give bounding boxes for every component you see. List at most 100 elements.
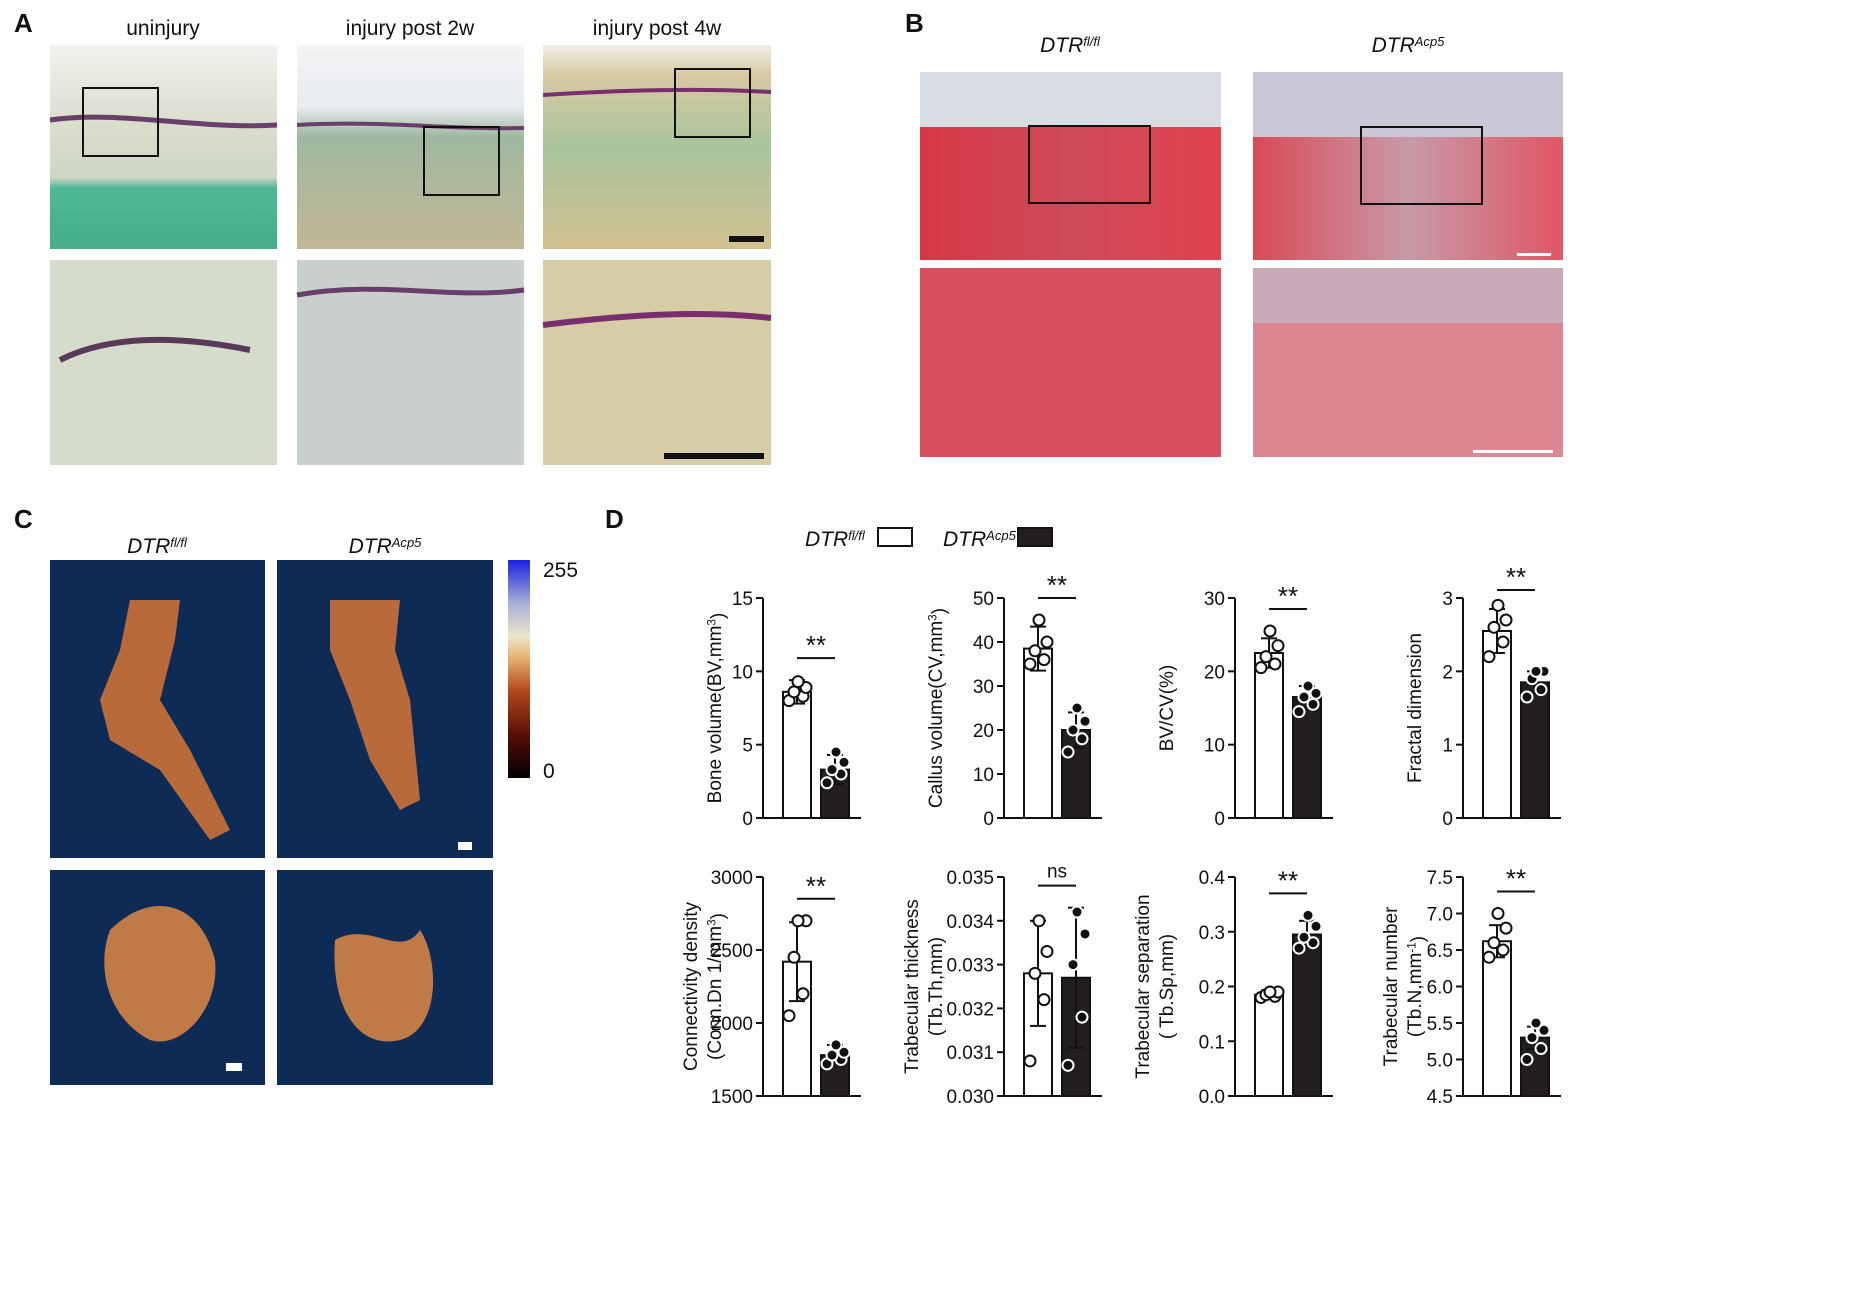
- scale-bar: [458, 842, 472, 850]
- text-segment: (Tb.N,mm: [1405, 953, 1426, 1037]
- y-tick-label: 2: [1442, 662, 1453, 683]
- y-tick-label: 0.030: [946, 1087, 994, 1108]
- text-segment: fl/fl: [170, 535, 188, 550]
- micrograph: [543, 260, 771, 465]
- y-tick-label: 10: [1204, 736, 1225, 757]
- data-point: [1292, 941, 1306, 955]
- y-tick-label: 0: [742, 809, 753, 830]
- text-segment: DTR: [1372, 34, 1415, 57]
- text-segment: Fractal dimension: [1405, 633, 1426, 783]
- micrograph-region: [1253, 268, 1563, 323]
- column-title: injury post 4w: [593, 17, 722, 40]
- y-tick-label: 4.5: [1427, 1087, 1453, 1108]
- text-segment: ): [708, 913, 729, 919]
- y-tick-label: 3000: [711, 868, 753, 889]
- scale-bar: [729, 236, 764, 242]
- zoom-box: [82, 87, 159, 157]
- data-point: [1032, 613, 1046, 627]
- data-point: [1534, 683, 1548, 697]
- bar: [1254, 993, 1284, 1098]
- bone: [330, 600, 420, 810]
- y-axis-label: ( Tb.Sp,mm): [1157, 934, 1178, 1039]
- data-point: [1066, 723, 1080, 737]
- tissue-edge: [542, 311, 772, 328]
- y-tick-label: 10: [732, 662, 753, 683]
- panel-letter: B: [905, 8, 924, 38]
- y-tick-label: 50: [973, 589, 994, 610]
- y-tick-label: 0.2: [1199, 978, 1225, 999]
- y-tick-label: 2000: [711, 1014, 753, 1035]
- data-point: [1040, 635, 1054, 649]
- data-point: [1496, 635, 1510, 649]
- bar: [1254, 652, 1284, 819]
- y-tick-label: 6.0: [1427, 978, 1453, 999]
- data-point: [1534, 1042, 1548, 1056]
- panel-c-images: [50, 560, 530, 1085]
- data-point: [1537, 1023, 1551, 1037]
- data-point: [825, 763, 839, 777]
- y-tick-label: 20: [1204, 662, 1225, 683]
- y-tick-label: 15: [732, 589, 753, 610]
- y-tick-label: 6.5: [1427, 941, 1453, 962]
- y-tick-label: 3: [1442, 589, 1453, 610]
- text-segment: Trabecular thickness: [902, 899, 923, 1074]
- data-point: [1482, 650, 1496, 664]
- y-axis-label: BV/CV(%): [1157, 665, 1178, 752]
- panel-letter: A: [14, 8, 33, 38]
- scale-bar: [1517, 253, 1551, 256]
- text-segment: fl/fl: [848, 528, 866, 543]
- zoom-box: [1360, 126, 1483, 205]
- colorbar: [508, 560, 530, 778]
- text-segment: BV/CV(%): [1157, 665, 1178, 752]
- data-point: [1075, 1010, 1089, 1024]
- y-tick-label: 0.033: [946, 956, 994, 977]
- text-segment: ( Tb.Sp,mm): [1157, 934, 1178, 1039]
- text-segment: 3: [706, 619, 719, 626]
- y-tick-label: 0: [1214, 809, 1225, 830]
- y-axis-label: (Tb.N,mm-1): [1405, 936, 1429, 1037]
- text-segment: ): [1408, 936, 1429, 942]
- text-segment: DTR: [805, 528, 848, 551]
- data-point: [1263, 985, 1277, 999]
- bone: [334, 930, 434, 1042]
- text-segment: Callus volume(CV,mm: [926, 621, 947, 808]
- bar: [782, 690, 812, 819]
- data-point: [1070, 905, 1084, 919]
- legend-label: DTRfl/fl: [805, 528, 866, 551]
- data-point: [1028, 644, 1042, 658]
- y-tick-label: 5.0: [1427, 1051, 1453, 1072]
- panel-letter: D: [605, 504, 624, 534]
- data-point: [1525, 1031, 1539, 1045]
- text-segment: Acp5: [391, 535, 422, 550]
- panel-b-images: [920, 72, 1563, 457]
- column-title: injury post 2w: [346, 17, 475, 40]
- y-tick-label: 0.4: [1199, 868, 1226, 889]
- data-point: [837, 1045, 851, 1059]
- y-tick-label: 0.035: [946, 868, 994, 889]
- y-tick-label: 0.031: [946, 1043, 994, 1064]
- text-segment: (Conn.Dn 1/mm: [705, 926, 726, 1060]
- y-tick-label: 1500: [711, 1087, 753, 1108]
- significance-label: **: [1506, 864, 1526, 894]
- text-segment: -1: [1406, 942, 1419, 952]
- significance-label: **: [1047, 570, 1067, 600]
- y-tick-label: 5: [742, 736, 753, 757]
- data-point: [1023, 657, 1037, 671]
- tissue-edge: [58, 337, 251, 363]
- tissue-edge: [542, 87, 772, 97]
- data-point: [1301, 908, 1315, 922]
- tissue-edge: [296, 121, 525, 131]
- significance-label: **: [1506, 562, 1526, 592]
- data-point: [1271, 639, 1285, 653]
- data-point: [1040, 944, 1054, 958]
- micrograph: [50, 45, 277, 249]
- y-axis-label: Trabecular separation: [1133, 894, 1154, 1078]
- text-segment: ): [708, 613, 729, 619]
- data-point: [787, 950, 801, 964]
- data-point: [1259, 650, 1273, 664]
- text-segment: (Tb.Th,mm): [926, 937, 947, 1036]
- data-point: [1028, 966, 1042, 980]
- bone: [104, 906, 216, 1042]
- micrograph: [920, 268, 1221, 457]
- y-tick-label: 7.5: [1427, 868, 1453, 889]
